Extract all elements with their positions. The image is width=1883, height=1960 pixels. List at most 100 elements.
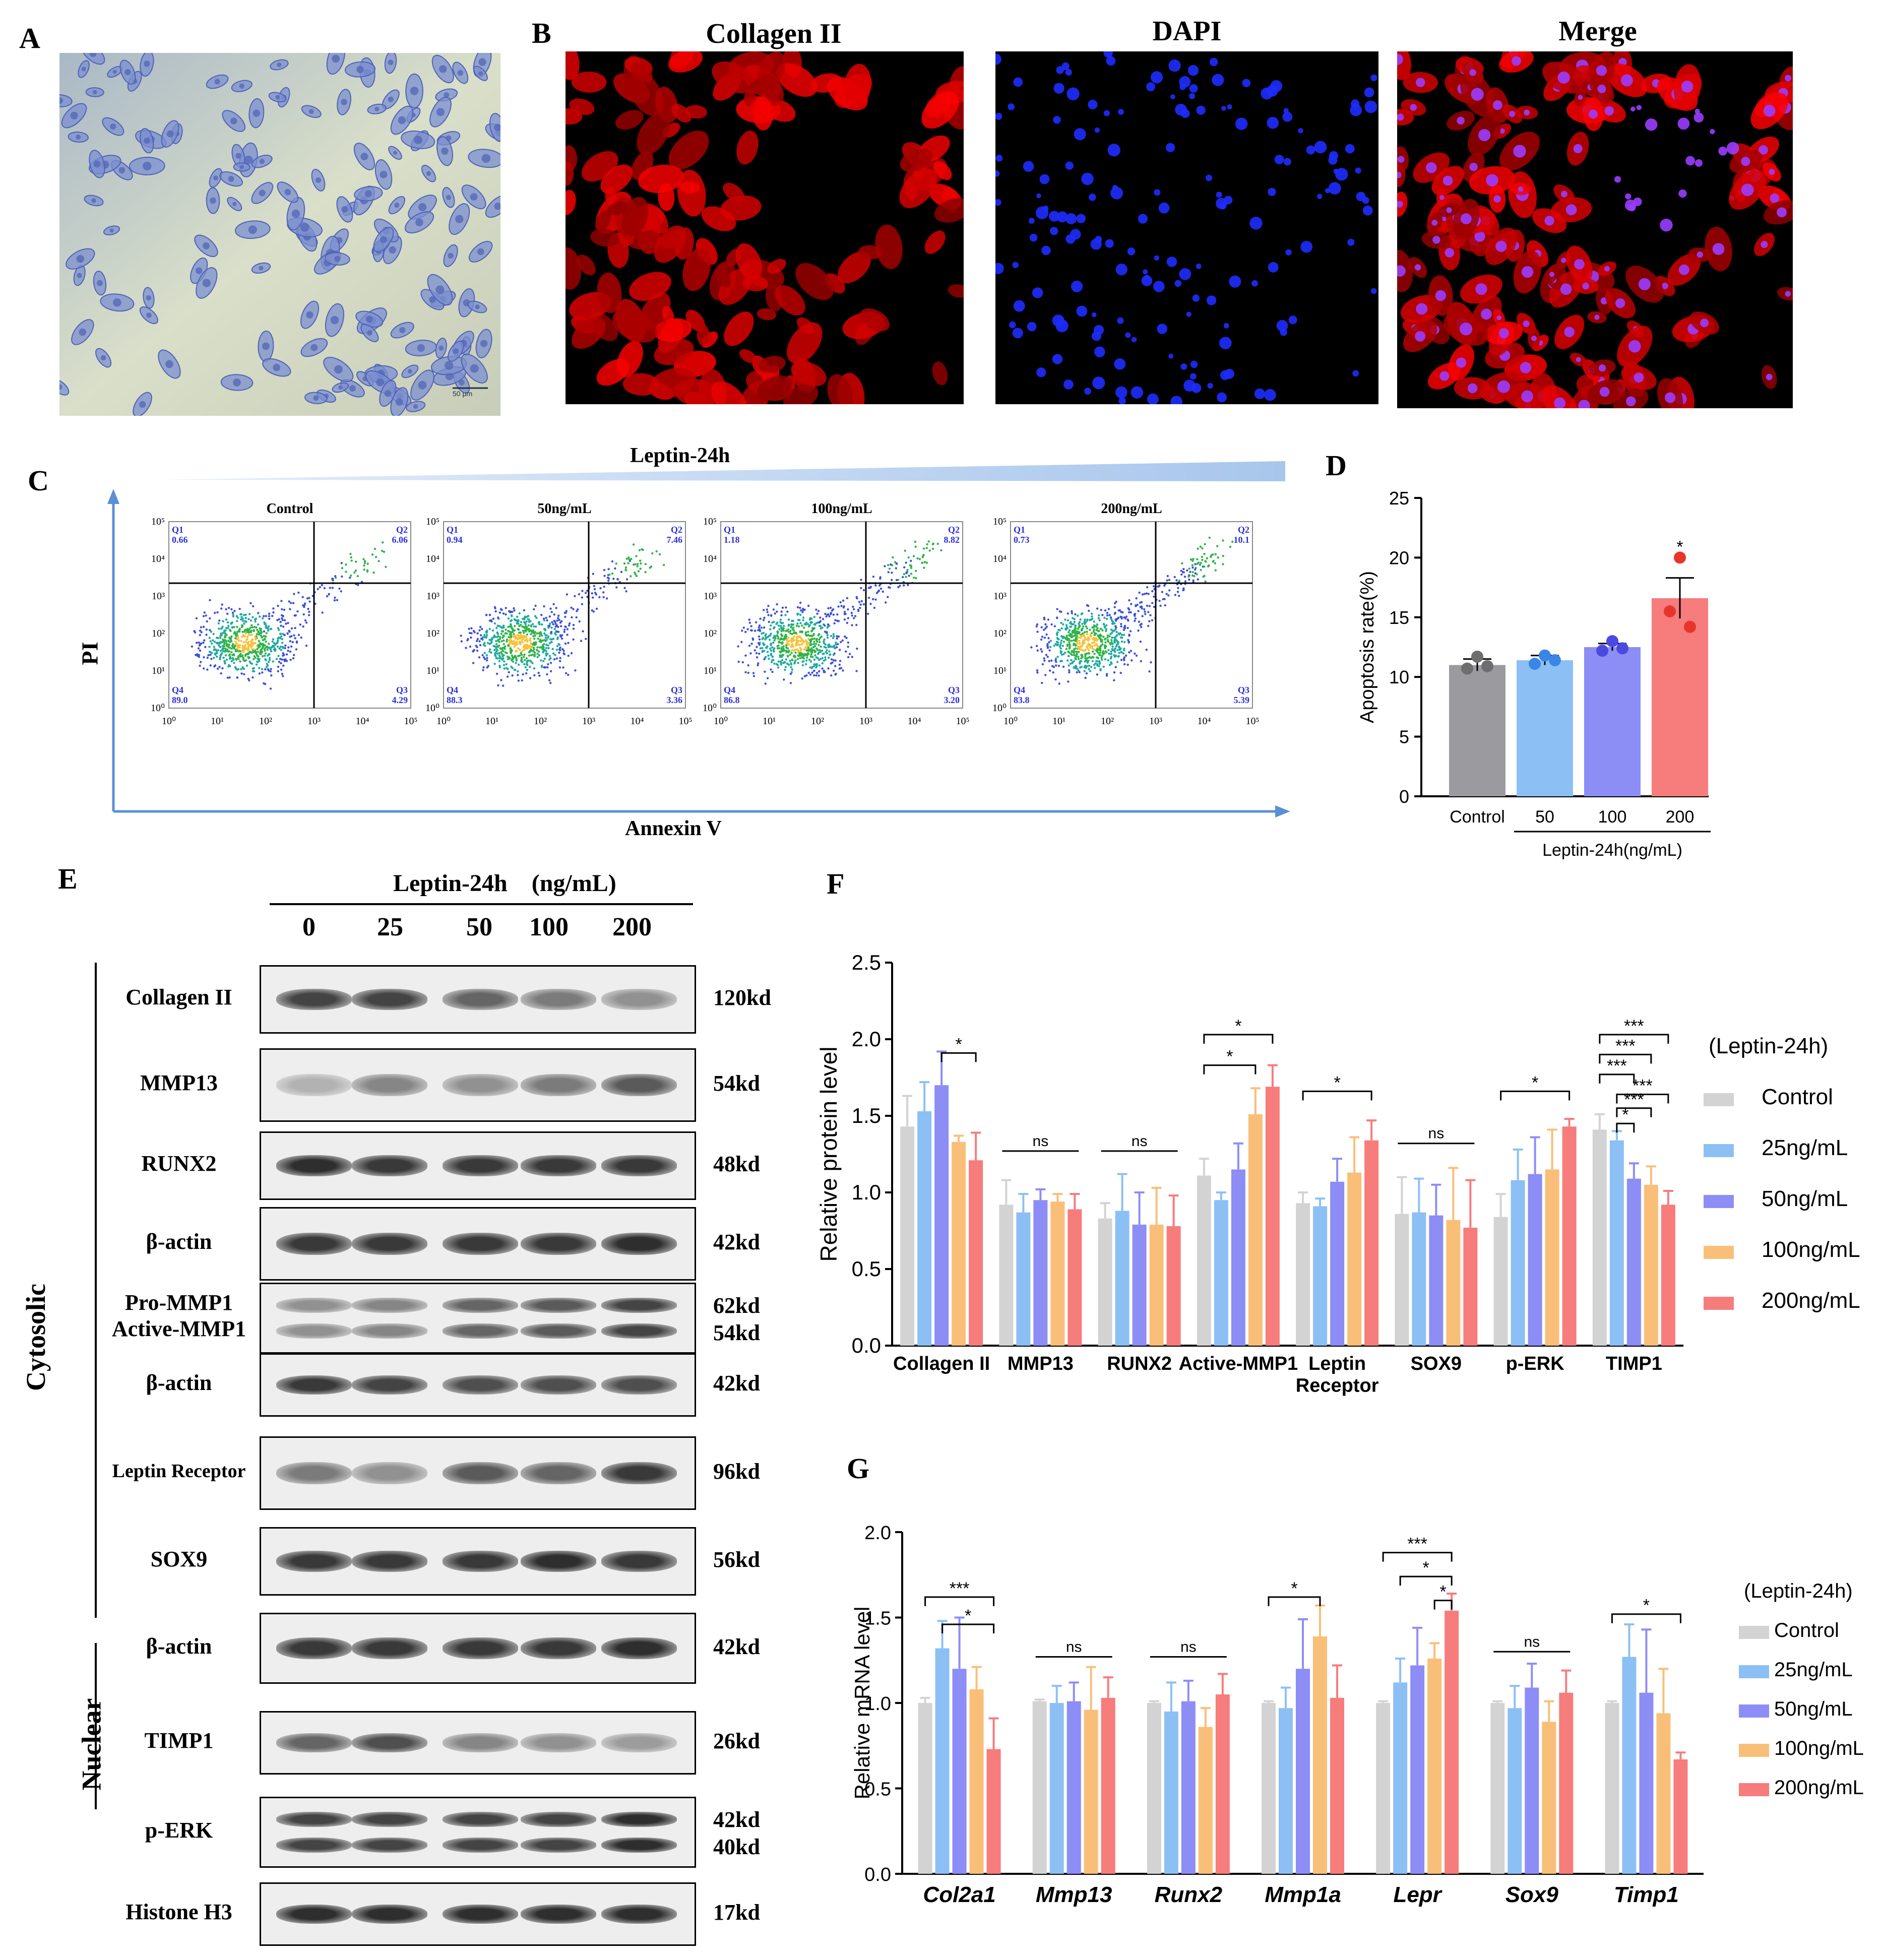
nucleus — [1052, 354, 1063, 364]
y-tick-label: 0.0 — [852, 1334, 881, 1357]
category-label: Mmp13 — [1036, 1882, 1112, 1907]
flow-dot — [1075, 651, 1078, 653]
flow-dot — [269, 628, 272, 630]
flow-dot — [625, 578, 629, 581]
flow-dot — [1093, 653, 1096, 655]
flow-dot — [1151, 619, 1154, 621]
y-tick-label: 10³ — [993, 591, 1007, 602]
flow-dot — [252, 658, 255, 661]
flow-dot — [500, 626, 503, 628]
flow-dot — [844, 613, 847, 615]
flow-dot — [1101, 658, 1103, 661]
flow-dot — [268, 617, 271, 620]
q3-name: Q3 — [1238, 685, 1249, 695]
flow-dot — [1104, 609, 1107, 612]
nucleus — [235, 153, 241, 159]
cytoplasm — [566, 189, 576, 215]
flow-dot — [1214, 562, 1216, 564]
flow-dot — [478, 656, 481, 659]
flow-dot — [1103, 616, 1106, 619]
flow-dot — [259, 653, 262, 655]
category-label: Collagen II — [893, 1353, 990, 1374]
flow-dot — [363, 560, 366, 562]
flow-dot — [752, 675, 756, 677]
nucleus — [1268, 262, 1279, 273]
nucleus — [1599, 387, 1610, 397]
flow-dot — [265, 635, 267, 638]
nucleus — [1397, 113, 1404, 121]
molecular-weight-label: 54kd — [713, 1320, 760, 1346]
leptin-gradient-wedge — [161, 461, 1285, 481]
flow-dot — [556, 645, 559, 648]
nucleus — [109, 228, 114, 233]
flow-dot — [799, 606, 801, 609]
flow-dot — [776, 664, 779, 666]
flow-dot — [763, 609, 765, 611]
flow-dot — [283, 660, 286, 662]
flow-dot — [827, 607, 830, 610]
nucleus — [1196, 263, 1202, 269]
significance-bracket — [924, 1596, 995, 1606]
cytoplasm — [629, 72, 664, 116]
nucleus — [1076, 214, 1086, 223]
flow-dot — [832, 637, 835, 640]
flow-dot — [1107, 649, 1110, 652]
flow-dot — [1191, 559, 1194, 562]
flow-dot — [261, 655, 264, 658]
nucleus — [1513, 145, 1526, 158]
flow-dot — [1056, 656, 1059, 658]
flow-dot — [1075, 667, 1077, 670]
flow-dot — [1079, 618, 1082, 621]
nucleus — [113, 298, 121, 307]
nucleus — [441, 147, 449, 155]
panel-label-b: B — [532, 17, 551, 49]
flow-dot — [228, 676, 231, 679]
flow-dot — [557, 614, 560, 617]
flow-dot — [526, 634, 529, 636]
blot-label: β-actin — [146, 1633, 212, 1659]
nucleus — [1049, 211, 1060, 222]
flow-dot — [499, 636, 501, 639]
nucleus — [1180, 363, 1187, 370]
cytoplasm — [600, 164, 633, 194]
nucleus — [1625, 396, 1636, 407]
nucleus — [1217, 392, 1227, 403]
flow-dot — [1080, 648, 1082, 651]
flow-dot — [510, 642, 513, 645]
flow-dot — [747, 664, 749, 667]
data-point — [1674, 551, 1686, 564]
flow-dot — [855, 623, 858, 626]
flow-dot — [1117, 655, 1120, 658]
band — [521, 989, 596, 1010]
flow-dot — [470, 636, 472, 639]
flow-dot — [834, 665, 837, 667]
nucleus — [1439, 195, 1445, 200]
nucleus — [366, 330, 372, 336]
flow-dot — [1159, 604, 1162, 607]
nucleus — [446, 195, 452, 200]
flow-dot — [1127, 639, 1129, 642]
nucleus — [1598, 364, 1606, 372]
nucleus — [1091, 312, 1097, 318]
flow-dot — [843, 610, 846, 613]
flow-dot — [354, 560, 357, 563]
flow-dot — [1030, 646, 1033, 649]
flow-dot — [1092, 626, 1095, 629]
flow-dot — [903, 566, 906, 568]
flow-dot — [1075, 640, 1077, 642]
band — [276, 1375, 352, 1395]
flow-dot — [1134, 619, 1136, 622]
blot-4 — [260, 1283, 696, 1354]
y-tick-label: 10⁰ — [151, 703, 165, 714]
flow-dot — [522, 625, 525, 628]
flow-dot — [809, 617, 811, 619]
flow-dot — [256, 654, 259, 657]
band — [276, 1073, 352, 1097]
flow-dot — [823, 659, 825, 662]
band — [521, 1155, 596, 1176]
nucleus — [1094, 325, 1104, 335]
flow-dot — [835, 646, 838, 649]
flow-dot — [560, 625, 562, 627]
flow-dot — [1072, 639, 1075, 642]
flow-dot — [1120, 659, 1123, 661]
